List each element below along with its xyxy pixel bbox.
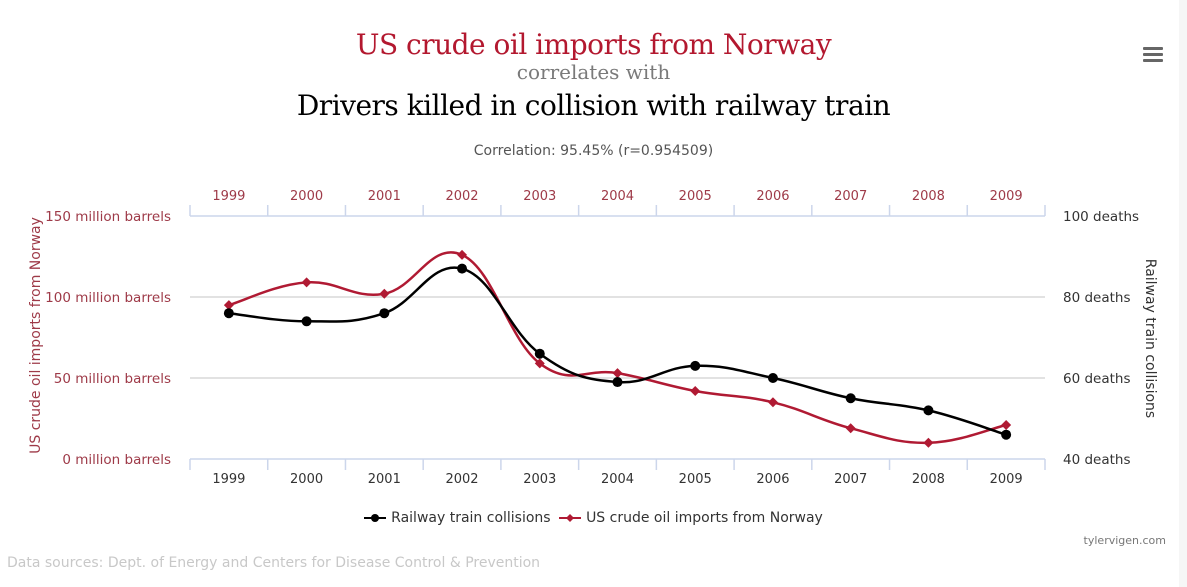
data-point-railway-collisions bbox=[767, 373, 778, 383]
x-axis-top-label: 2009 bbox=[990, 189, 1023, 204]
chart-title-connector: correlates with bbox=[516, 60, 671, 84]
y-axis-right-tick-label: 40 deaths bbox=[1063, 452, 1131, 468]
series-line-oil-imports bbox=[228, 251, 1007, 445]
data-point-railway-collisions bbox=[845, 393, 856, 404]
data-point-railway-collisions bbox=[379, 308, 390, 319]
x-axis-bottom-label: 2006 bbox=[756, 472, 789, 487]
x-axis-top-label: 1999 bbox=[212, 189, 245, 204]
data-point-oil-imports bbox=[923, 437, 934, 448]
y-axis-left-tick-label: 150 million barrels bbox=[45, 209, 171, 225]
circle-marker-icon bbox=[364, 514, 387, 522]
data-point-railway-collisions bbox=[223, 308, 234, 319]
data-point-railway-collisions bbox=[923, 405, 934, 416]
data-point-railway-collisions bbox=[534, 348, 545, 359]
series bbox=[223, 249, 1012, 448]
y-axis-left-title: US crude oil imports from Norway bbox=[28, 217, 44, 454]
data-point-oil-imports bbox=[612, 368, 623, 379]
axes bbox=[189, 205, 1046, 470]
hamburger-menu-icon bbox=[1143, 47, 1163, 50]
x-axis-bottom-label: 2009 bbox=[990, 472, 1023, 487]
data-point-oil-imports bbox=[690, 385, 701, 396]
x-axis-bottom-label: 2001 bbox=[368, 472, 401, 487]
data-point-oil-imports bbox=[767, 397, 778, 408]
data-point-railway-collisions bbox=[457, 263, 468, 274]
series-line-railway-collisions bbox=[228, 266, 1007, 436]
legend-label: US crude oil imports from Norway bbox=[586, 510, 823, 526]
x-axis-bottom-label: 2003 bbox=[523, 472, 556, 487]
correlation-subtitle: Correlation: 95.45% (r=0.954509) bbox=[473, 143, 714, 159]
x-axis-top-label: 2004 bbox=[601, 189, 634, 204]
x-axis-top-label: 2001 bbox=[368, 189, 401, 204]
data-point-railway-collisions bbox=[1001, 429, 1012, 440]
x-axis-top-label: 2003 bbox=[523, 189, 556, 204]
legend-item-oil-imports[interactable]: US crude oil imports from Norway bbox=[559, 510, 823, 526]
x-axis-top-label: 2005 bbox=[679, 189, 712, 204]
data-sources-note: Data sources: Dept. of Energy and Center… bbox=[7, 555, 541, 571]
page-scrollbar[interactable] bbox=[1179, 0, 1187, 587]
y-axis-right-tick-label: 80 deaths bbox=[1063, 290, 1131, 306]
x-axis-bottom-label: 2004 bbox=[601, 472, 634, 487]
chart-title-secondary: Drivers killed in collision with railway… bbox=[296, 89, 891, 122]
data-point-oil-imports bbox=[223, 300, 234, 311]
axis-labels: 1999 2000 2001 2002 2003 2004 2005 2006 2007 2008… bbox=[28, 189, 1158, 487]
x-axis-bottom-label: 2008 bbox=[912, 472, 945, 487]
data-point-oil-imports bbox=[1001, 419, 1012, 430]
chart-menu-button[interactable] bbox=[1138, 40, 1166, 68]
chart-legend: Railway train collisions US crude oil im… bbox=[0, 510, 1187, 528]
legend-label: Railway train collisions bbox=[391, 510, 551, 526]
hamburger-menu-icon-bar bbox=[1143, 59, 1163, 62]
x-axis-top-label: 2006 bbox=[756, 189, 789, 204]
y-axis-left-tick-label: 0 million barrels bbox=[62, 452, 171, 468]
x-axis-top-label: 2008 bbox=[912, 189, 945, 204]
data-point-oil-imports bbox=[845, 423, 856, 434]
hamburger-menu-icon-bar bbox=[1143, 53, 1163, 56]
y-axis-right-title: Railway train collisions bbox=[1142, 259, 1158, 418]
chart-title-primary: US crude oil imports from Norway bbox=[355, 28, 832, 61]
legend-item-railway[interactable]: Railway train collisions bbox=[364, 510, 551, 526]
x-axis-bottom-label: 2007 bbox=[834, 472, 867, 487]
data-point-oil-imports bbox=[534, 358, 545, 369]
x-axis-top-label: 2002 bbox=[445, 189, 478, 204]
diamond-marker-icon bbox=[559, 514, 582, 522]
data-point-railway-collisions bbox=[690, 360, 701, 371]
grid-lines bbox=[190, 296, 1045, 379]
y-axis-left-tick-label: 100 million barrels bbox=[45, 290, 171, 306]
data-point-oil-imports bbox=[301, 277, 312, 288]
credit-link[interactable]: tylervigen.com bbox=[1083, 534, 1166, 547]
y-axis-left-tick-label: 50 million barrels bbox=[54, 371, 171, 387]
x-axis-bottom-label: 2002 bbox=[445, 472, 478, 487]
data-point-oil-imports bbox=[379, 288, 390, 299]
x-axis-bottom-label: 2005 bbox=[679, 472, 712, 487]
data-point-railway-collisions bbox=[612, 377, 623, 388]
x-axis-top-label: 2007 bbox=[834, 189, 867, 204]
y-axis-right-tick-label: 100 deaths bbox=[1063, 209, 1139, 225]
data-point-railway-collisions bbox=[301, 316, 312, 327]
x-axis-top-label: 2000 bbox=[290, 189, 323, 204]
data-point-oil-imports bbox=[457, 249, 468, 260]
x-axis-bottom-label: 1999 bbox=[212, 472, 245, 487]
chart-header: US crude oil imports from Norway correla… bbox=[0, 26, 1187, 126]
x-axis-bottom-label: 2000 bbox=[290, 472, 323, 487]
y-axis-right-tick-label: 60 deaths bbox=[1063, 371, 1131, 387]
